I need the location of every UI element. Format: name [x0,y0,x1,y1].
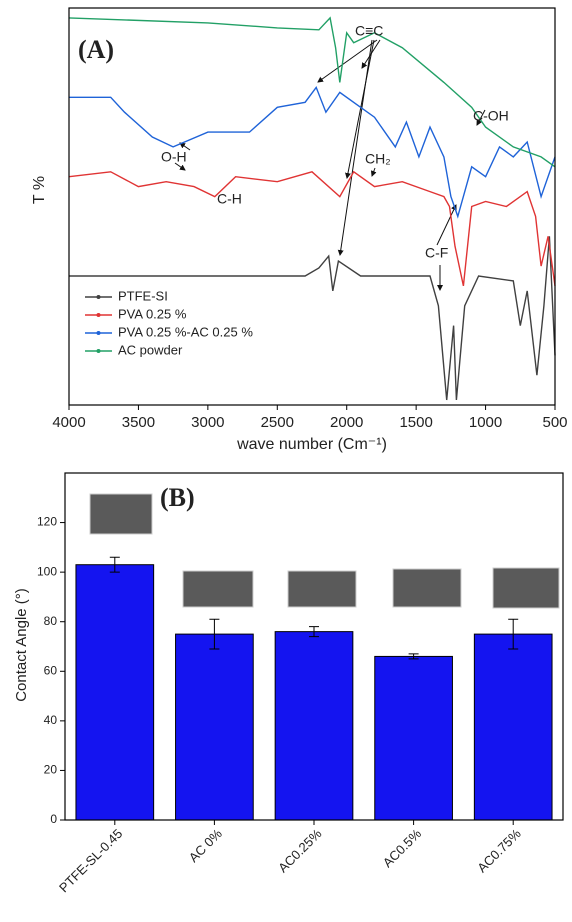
annotation: CH₂ [365,151,391,167]
legend-marker [96,313,101,317]
y-tick-label: 120 [37,515,57,529]
droplet-images [89,493,560,609]
spectrum-line [69,85,556,219]
spectrum-line [68,16,556,168]
bar [75,564,155,821]
legend-marker [96,331,101,335]
y-tick-label: 60 [44,663,58,677]
y-tick-label: 40 [44,713,58,727]
legend-label: PVA 0.25 % [118,306,187,321]
annotation: C-F [425,245,448,261]
legend-marker [96,349,101,353]
arrows [174,39,486,291]
x-tick-label: AC0.25% [275,826,325,876]
x-tick-label: 4000 [52,414,85,431]
annotation: O-H [161,149,187,165]
x-tick-label: 1000 [469,414,502,431]
legend-label: PTFE-SI [118,288,168,303]
x-tick-label: 3000 [191,414,224,431]
y-axis-label: Contact Angle (°) [13,588,30,702]
x-tick-label: 3500 [122,414,155,431]
error-bar [309,626,319,638]
chart-title: (A) [78,35,114,64]
annotation: C-OH [473,108,509,124]
x-tick-label: 1500 [399,414,432,431]
bar [473,633,553,821]
bar [175,633,254,821]
error-bar [508,618,519,650]
legend-label: AC powder [118,342,183,357]
spectrum-line [68,170,556,287]
bar [374,655,453,821]
plot-frame [64,472,564,821]
y-tick-label: 0 [50,812,57,826]
y-tick-label: 100 [37,564,57,578]
annotation: C≡C [355,23,383,39]
x-axis-label: wave number (Cm⁻¹) [236,436,387,453]
error-bar [209,618,220,650]
x-tick-label: 500 [542,414,567,431]
error-bar [109,556,120,573]
y-axis-label: T % [31,176,48,204]
y-tick-label: 80 [44,614,58,628]
spectrum-line [69,236,556,401]
x-tick-label: 2500 [261,414,294,431]
x-tick-label: PTFE-SL-0.45 [56,826,125,895]
bar [274,631,354,821]
chart-title: (B) [160,483,195,512]
annotation: C-H [217,191,242,207]
error-bar [408,653,419,660]
legend-label: PVA 0.25 %-AC 0.25 % [118,324,253,339]
x-tick-label: AC 0% [186,826,226,866]
x-tick-label: AC0.75% [474,826,524,876]
y-tick-label: 20 [44,763,58,777]
legend-marker [96,295,101,299]
plot-frame [68,7,556,406]
x-tick-label: AC0.5% [380,826,425,871]
x-tick-label: 2000 [330,414,363,431]
